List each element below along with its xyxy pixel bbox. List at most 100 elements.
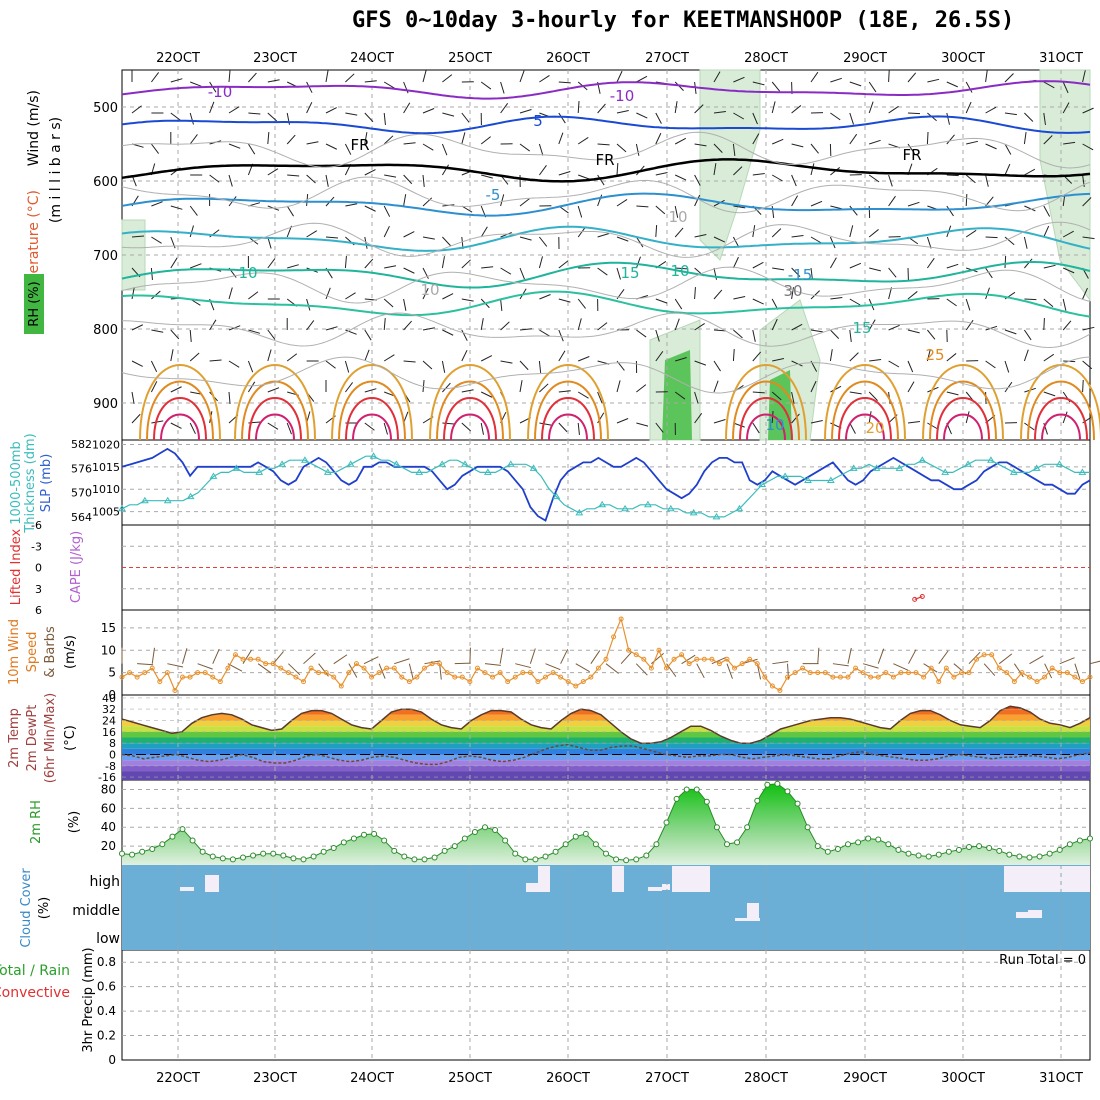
wind-barb bbox=[772, 660, 789, 665]
wind-barb bbox=[345, 382, 354, 393]
wind-barb bbox=[1024, 112, 1034, 122]
ylabel-precip: 3hr Precip (mm) bbox=[81, 947, 96, 1052]
contour-label: 5 bbox=[533, 112, 543, 130]
wind-barb bbox=[849, 133, 858, 145]
rh-marker bbox=[240, 854, 246, 861]
wind-barb bbox=[248, 112, 261, 115]
ylabel-rh: 2m RH bbox=[29, 800, 44, 844]
contour-5 bbox=[121, 192, 1091, 217]
wind-speed-marker bbox=[807, 670, 813, 676]
wind-barb bbox=[655, 112, 662, 124]
wind-speed-marker bbox=[1027, 674, 1032, 680]
warm-contour bbox=[429, 364, 511, 441]
y-tick-label: 600 bbox=[93, 175, 118, 190]
wind-speed-marker bbox=[830, 674, 836, 680]
wind-speed-marker bbox=[187, 674, 193, 680]
wind-barb bbox=[247, 381, 256, 393]
wind-barb bbox=[519, 70, 525, 83]
wind-barb bbox=[408, 663, 414, 680]
wind-barb bbox=[675, 357, 687, 362]
wind-barb bbox=[441, 360, 446, 373]
ylabel-dewpt: 2m DewPt bbox=[25, 705, 40, 772]
rh-marker bbox=[310, 853, 317, 860]
rh-marker bbox=[794, 800, 801, 807]
wind-barb bbox=[713, 111, 726, 114]
slp-line bbox=[121, 447, 1091, 522]
wind-barb bbox=[539, 294, 551, 300]
ylabel-temp: 2m Temp bbox=[7, 708, 22, 768]
wind-barb bbox=[422, 236, 435, 240]
wind-speed-marker bbox=[641, 656, 647, 662]
ylabel-total-rain: Total / Rain bbox=[0, 963, 70, 979]
wind-barb bbox=[442, 112, 455, 117]
wind-barb bbox=[131, 324, 144, 331]
cloud-level-label: middle bbox=[72, 903, 120, 919]
wind-speed-marker bbox=[505, 679, 511, 685]
wind-barb bbox=[674, 205, 679, 218]
rh-marker bbox=[633, 856, 640, 863]
y-tick-label: 6 bbox=[35, 604, 42, 617]
wind-barb bbox=[926, 236, 932, 249]
contour-label: FR bbox=[902, 146, 921, 164]
wind-barb bbox=[286, 205, 294, 217]
wind-speed-marker bbox=[996, 665, 1002, 671]
rh-marker bbox=[905, 850, 912, 857]
wind-barb bbox=[384, 265, 397, 269]
wind-barb bbox=[500, 360, 513, 364]
wind-speed-marker bbox=[270, 661, 276, 667]
rh-marker bbox=[280, 852, 287, 859]
rh-marker bbox=[764, 781, 771, 788]
contour-label: 30 bbox=[783, 282, 802, 300]
wind-speed-marker bbox=[951, 674, 957, 680]
rh-marker bbox=[361, 831, 367, 838]
wind-barb bbox=[287, 264, 299, 269]
y-tick-label: 0 bbox=[109, 749, 116, 762]
wind-barb bbox=[500, 321, 510, 331]
wind-barb bbox=[772, 358, 785, 362]
wind-speed-marker bbox=[543, 674, 548, 680]
x-tick-label-bottom: 22OCT bbox=[156, 1071, 200, 1086]
wind-speed-marker bbox=[474, 665, 480, 671]
rh-marker bbox=[925, 853, 932, 860]
temp-fill bbox=[122, 706, 1090, 780]
rh-marker bbox=[522, 856, 529, 863]
wind-barb bbox=[733, 166, 743, 176]
thickness-marker bbox=[689, 508, 698, 516]
contour-label: FR bbox=[350, 136, 369, 154]
warm-contour bbox=[732, 380, 800, 441]
wind-barb bbox=[170, 112, 181, 121]
rh-marker bbox=[300, 856, 307, 863]
wind-barb bbox=[810, 290, 820, 300]
wind-speed-marker bbox=[898, 670, 904, 676]
rh-isoline bbox=[121, 266, 1091, 304]
wind-speed-marker bbox=[762, 674, 768, 680]
wind-barb bbox=[597, 391, 603, 404]
wind-speed-marker bbox=[490, 674, 496, 680]
ylabel-minmax: (6hr Min/Max) bbox=[43, 693, 58, 783]
thickness-marker bbox=[483, 468, 492, 475]
wind-speed-marker bbox=[535, 679, 541, 685]
wind-speed-marker bbox=[800, 665, 806, 671]
x-tick-label-top: 26OCT bbox=[546, 51, 590, 66]
wind-barb bbox=[558, 329, 564, 342]
rh-marker bbox=[693, 786, 700, 793]
cloud-patch bbox=[747, 903, 759, 918]
wind-barb bbox=[772, 267, 785, 271]
wind-barb bbox=[830, 385, 842, 393]
wind-speed-marker bbox=[444, 670, 450, 676]
wind-barb bbox=[713, 360, 721, 372]
wind-barb bbox=[907, 291, 918, 300]
wind-barb bbox=[500, 194, 505, 207]
wind-barb bbox=[694, 323, 705, 331]
temp-band bbox=[122, 706, 1090, 710]
thickness-marker bbox=[758, 480, 767, 488]
wind-barb bbox=[228, 70, 231, 83]
wind-barb bbox=[752, 261, 764, 269]
wind-barb bbox=[907, 360, 914, 373]
wind-barb bbox=[422, 327, 435, 331]
wind-barb bbox=[832, 663, 849, 667]
rh-marker bbox=[381, 837, 388, 844]
rh-marker bbox=[532, 856, 539, 863]
wind-speed-marker bbox=[1064, 670, 1070, 676]
wind-barb bbox=[830, 329, 840, 339]
